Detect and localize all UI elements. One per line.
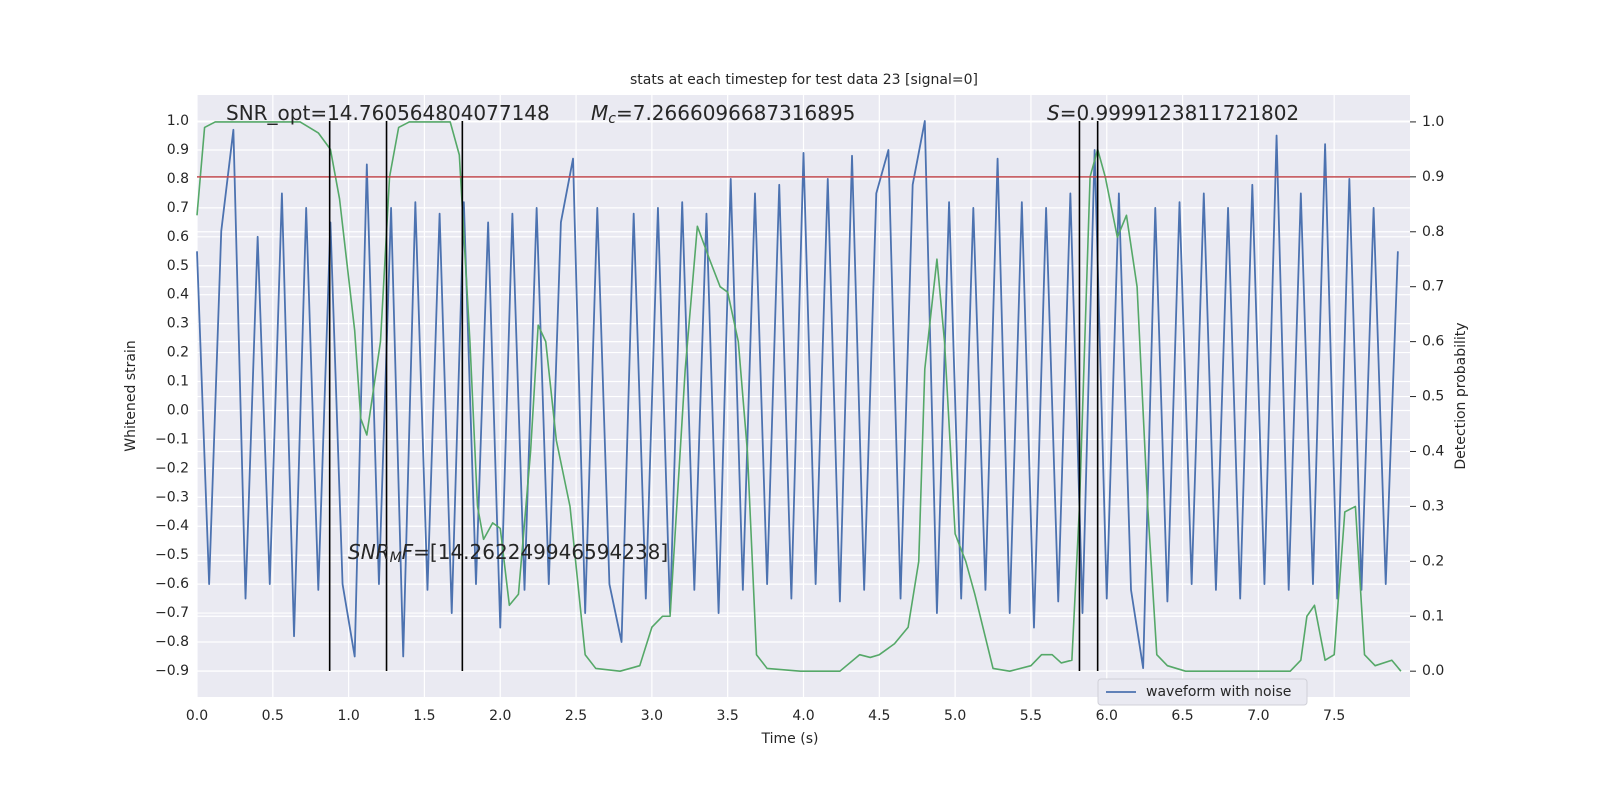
y-tick-label: 0.1 — [167, 374, 189, 390]
y-tick-label: −0.2 — [155, 460, 189, 476]
annotation-part: c — [608, 111, 616, 127]
series-line — [196, 120, 1399, 669]
y-tick-label: −0.5 — [155, 547, 189, 563]
y-tick-label: −0.1 — [155, 431, 189, 447]
y2-tick-label: 0.8 — [1422, 224, 1444, 240]
y2-tick-label: 0.1 — [1422, 608, 1444, 624]
x-tick-label: 0.0 — [186, 708, 208, 724]
y2-tick-label: 1.0 — [1422, 114, 1444, 130]
x-tick-label: 2.5 — [565, 708, 587, 724]
x-tick-label: 1.0 — [337, 708, 359, 724]
y-tick-label: 0.5 — [167, 258, 189, 274]
annotation: Mc=7.2666096687316895 — [591, 101, 855, 128]
annotation-part: SNR_opt=14.760564804077148 — [226, 101, 550, 125]
annotation-part: SNR — [348, 540, 390, 564]
y-tick-label: −0.7 — [155, 605, 189, 621]
annotation-part: M — [390, 550, 402, 566]
y-tick-label: −0.3 — [155, 489, 189, 505]
y2-tick-label: 0.0 — [1422, 663, 1444, 679]
annotation-part: =[14.262249946594238] — [413, 540, 668, 564]
y-tick-label: 0.8 — [167, 171, 189, 187]
y-tick-label: 0.4 — [167, 287, 189, 303]
y-tick-label: −0.9 — [155, 663, 189, 679]
y2-axis-label: Detection probability — [1453, 322, 1469, 469]
y-tick-label: 0.9 — [167, 142, 189, 158]
y-tick-label: 0.3 — [167, 316, 189, 332]
y-tick-label: 0.2 — [167, 345, 189, 361]
y2-tick-label: 0.5 — [1422, 389, 1444, 405]
y2-tick-label: 0.7 — [1422, 279, 1444, 295]
annotation-part: S — [1047, 101, 1060, 125]
y2-tick-label: 0.4 — [1422, 443, 1444, 459]
legend: waveform with noise — [1097, 678, 1308, 706]
annotation-part: =0.9999123811721802 — [1060, 101, 1299, 125]
y-tick-label: −0.6 — [155, 576, 189, 592]
y-axis-label: Whitened strain — [123, 340, 139, 451]
x-tick-label: 7.5 — [1323, 708, 1345, 724]
x-tick-label: 2.0 — [489, 708, 511, 724]
annotation: SNRMF=[14.262249946594238] — [348, 540, 668, 567]
x-tick-label: 7.0 — [1247, 708, 1269, 724]
x-tick-label: 5.5 — [1020, 708, 1042, 724]
x-tick-label: 4.0 — [792, 708, 814, 724]
annotation-part: M — [591, 101, 608, 125]
annotation-part: =7.2666096687316895 — [616, 101, 855, 125]
marks — [196, 120, 1410, 672]
annotation: S=0.9999123811721802 — [1047, 101, 1299, 125]
x-axis-label: Time (s) — [761, 731, 819, 747]
chart-title: stats at each timestep for test data 23 … — [630, 72, 978, 88]
x-tick-label: 6.5 — [1171, 708, 1193, 724]
x-tick-label: 5.0 — [944, 708, 966, 724]
y-tick-label: −0.8 — [155, 634, 189, 650]
y2-tick-label: 0.6 — [1422, 334, 1444, 350]
x-tick-label: 3.0 — [641, 708, 663, 724]
series-line — [196, 121, 1402, 672]
x-tick-label: 4.5 — [868, 708, 890, 724]
y2-tick-label: 0.9 — [1422, 169, 1444, 185]
grid — [196, 95, 1410, 697]
x-tick-label: 1.5 — [413, 708, 435, 724]
y-tick-label: −0.4 — [155, 518, 189, 534]
annotation-part: F — [402, 540, 414, 564]
x-tick-label: 0.5 — [262, 708, 284, 724]
y-tick-label: 0.6 — [167, 229, 189, 245]
y-tick-label: 0.7 — [167, 200, 189, 216]
y2-tick-label: 0.2 — [1422, 553, 1444, 569]
legend-label: waveform with noise — [1146, 684, 1291, 700]
x-tick-label: 6.0 — [1096, 708, 1118, 724]
legend-box — [1097, 678, 1308, 706]
x-tick-label: 3.5 — [717, 708, 739, 724]
y-tick-label: 1.0 — [167, 113, 189, 129]
annotation: SNR_opt=14.760564804077148 — [226, 101, 550, 125]
y-tick-label: 0.0 — [167, 402, 189, 418]
y2-tick-label: 0.3 — [1422, 498, 1444, 514]
